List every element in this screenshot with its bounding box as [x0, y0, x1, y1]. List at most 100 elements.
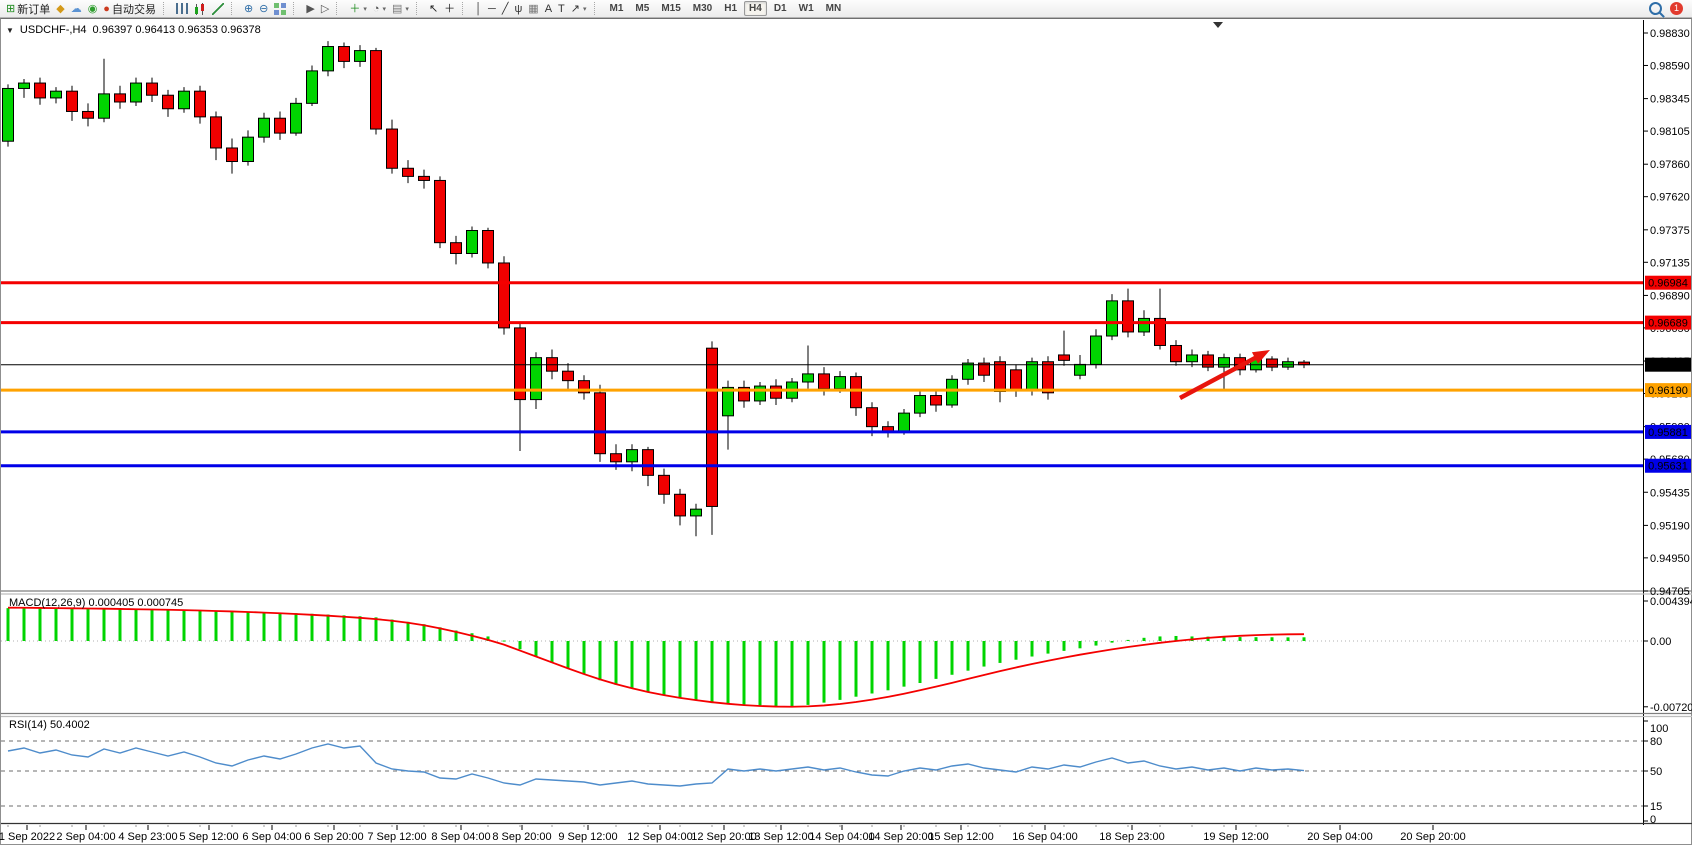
chart-line-button[interactable] — [209, 0, 227, 18]
timeframe-H1[interactable]: H1 — [724, 3, 738, 14]
templates-icon: ▤ — [392, 2, 403, 15]
notifications-icon[interactable]: 1 — [1670, 2, 1683, 15]
templates-button[interactable]: ▤ ▾ — [389, 0, 412, 18]
chart-line-icon — [211, 2, 224, 15]
autotrade-label: 自动交易 — [111, 3, 156, 16]
svg-text:0.97375: 0.97375 — [1650, 225, 1690, 237]
rsi-pane — [1, 740, 1643, 807]
fibonacci-button[interactable]: ψ — [511, 0, 525, 18]
arrows-tool-button[interactable]: ↗ ▾ — [568, 0, 590, 18]
macd-axis: 0.004394 0.00 -0.007206 — [1643, 596, 1692, 714]
auto-scroll-button[interactable]: ▶ — [303, 0, 317, 18]
svg-text:6 Sep 04:00: 6 Sep 04:00 — [242, 831, 301, 843]
chart-shift-marker[interactable] — [1213, 22, 1223, 28]
svg-text:18 Sep 23:00: 18 Sep 23:00 — [1099, 831, 1164, 843]
chart-shift-button[interactable]: ▷ — [318, 0, 332, 18]
timeframe-H4[interactable]: H4 — [744, 1, 767, 16]
svg-text:20 Sep 20:00: 20 Sep 20:00 — [1400, 831, 1465, 843]
main-toolbar: ⊞ 新订单 ◆ ☁ ◉ ● 自动交易 ⊕ ⊖ ▶ ▷ ＋ ▾ ◔ ▾ ▤ ▾ ↖ ＋ │ ─ ╱ ψ ▦ A T ↗ ▾ M1 M5 M15… — [0, 0, 1692, 18]
signals-button[interactable]: ◉ — [85, 0, 101, 18]
vertical-line-button[interactable]: │ — [472, 0, 485, 18]
timeframe-M5[interactable]: M5 — [635, 3, 650, 14]
svg-text:0.96689: 0.96689 — [1648, 318, 1688, 330]
svg-text:16 Sep 04:00: 16 Sep 04:00 — [1012, 831, 1077, 843]
horizontal-line-button[interactable]: ─ — [485, 0, 499, 18]
toolbar-separator — [415, 2, 423, 15]
macd-pane — [1, 608, 1643, 707]
chart-candles-button[interactable] — [191, 0, 209, 18]
svg-text:0.95881: 0.95881 — [1648, 427, 1688, 439]
new-order-button[interactable]: ⊞ 新订单 — [3, 0, 53, 18]
svg-text:15 Sep 12:00: 15 Sep 12:00 — [928, 831, 993, 843]
tile-windows-button[interactable] — [271, 0, 289, 18]
autotrade-icon: ● — [103, 2, 110, 15]
zoom-in-button[interactable]: ⊕ — [241, 0, 256, 18]
trendline-button[interactable]: ╱ — [499, 0, 512, 18]
zoom-out-icon: ⊖ — [259, 2, 269, 15]
search-icon[interactable] — [1649, 2, 1662, 15]
timeframe-D1[interactable]: D1 — [773, 3, 787, 14]
svg-text:80: 80 — [1650, 736, 1662, 748]
toolbar-right-icons: 1 — [1649, 2, 1689, 15]
svg-text:0: 0 — [1650, 814, 1656, 826]
rsi-indicator-label: RSI(14) 50.4002 — [9, 719, 90, 731]
toolbar-separator — [336, 2, 343, 15]
periods-button[interactable]: ◔ ▾ — [370, 0, 389, 18]
svg-text:8 Sep 20:00: 8 Sep 20:00 — [492, 831, 551, 843]
toolbar-separator — [293, 2, 300, 15]
indicators-button[interactable]: ＋ ▾ — [346, 0, 370, 18]
templates-dropdown-icon[interactable]: ▾ — [405, 5, 409, 13]
arrows-tool-dropdown-icon[interactable]: ▾ — [583, 5, 587, 13]
label-tool-button[interactable]: T — [555, 0, 568, 18]
text-tool-button[interactable]: A — [542, 0, 555, 18]
timeframe-M30[interactable]: M30 — [692, 3, 713, 14]
cursor-button[interactable]: ↖ — [426, 0, 441, 18]
zoom-out-button[interactable]: ⊖ — [256, 0, 271, 18]
svg-text:1 Sep 2022: 1 Sep 2022 — [0, 831, 55, 843]
svg-text:0.96984: 0.96984 — [1648, 278, 1688, 290]
svg-text:9 Sep 12:00: 9 Sep 12:00 — [558, 831, 617, 843]
timeframe-MN[interactable]: MN — [825, 3, 842, 14]
market-watch-icon: ◆ — [56, 2, 65, 15]
trendline-icon: ╱ — [501, 2, 509, 15]
svg-text:0.94705: 0.94705 — [1650, 586, 1690, 598]
svg-text:6 Sep 20:00: 6 Sep 20:00 — [304, 831, 363, 843]
community-button[interactable]: ☁ — [68, 0, 85, 18]
svg-text:0.97135: 0.97135 — [1650, 257, 1690, 269]
price-axis: 0.98830 0.98590 0.98345 0.98105 0.97860 0.976… — [1643, 28, 1690, 598]
svg-text:13 Sep 12:00: 13 Sep 12:00 — [748, 831, 813, 843]
periods-dropdown-icon[interactable]: ▾ — [382, 5, 387, 13]
crosshair-button[interactable]: ＋ — [441, 0, 458, 18]
chart-symbol-period: USDCHF-,H4 — [19, 24, 87, 36]
chart-bars-button[interactable] — [173, 0, 191, 18]
pane-frames — [1, 20, 1692, 825]
timeframe-M1[interactable]: M1 — [609, 3, 624, 14]
svg-text:0.98830: 0.98830 — [1650, 28, 1690, 40]
svg-text:0.004394: 0.004394 — [1650, 596, 1692, 608]
auto-scroll-icon: ▶ — [306, 2, 315, 15]
time-axis[interactable]: 1 Sep 2022 2 Sep 04:00 4 Sep 23:00 5 Sep 12… — [0, 825, 1466, 843]
macd-histogram — [6, 608, 1306, 707]
indicators-dropdown-icon[interactable]: ▾ — [363, 5, 367, 13]
crosshair-icon: ＋ — [444, 2, 456, 15]
new-order-icon: ⊞ — [6, 2, 16, 15]
timeframe-W1[interactable]: W1 — [798, 3, 814, 14]
timeframe-M15[interactable]: M15 — [661, 3, 681, 14]
market-watch-button[interactable]: ◆ — [53, 0, 67, 18]
svg-text:14 Sep 20:00: 14 Sep 20:00 — [868, 831, 933, 843]
indicators-icon: ＋ — [349, 2, 361, 15]
svg-text:0.96890: 0.96890 — [1650, 290, 1690, 302]
community-icon: ☁ — [70, 2, 82, 15]
autotrade-button[interactable]: ● 自动交易 — [100, 0, 159, 18]
label-tool-icon: T — [558, 2, 565, 15]
support-resistance-lines[interactable]: 0.96984 0.96689 0.96378 0.96190 0.95881 0.956… — [1, 275, 1691, 473]
macd-signal-line — [7, 606, 1305, 708]
symbol-dropdown-icon[interactable]: ▼ — [6, 25, 14, 35]
svg-text:4 Sep 23:00: 4 Sep 23:00 — [118, 831, 177, 843]
trend-arrow[interactable] — [1178, 344, 1273, 400]
grid-tool-button[interactable]: ▦ — [525, 0, 541, 18]
zoom-in-icon: ⊕ — [243, 2, 254, 15]
chart-candles-icon — [193, 2, 206, 15]
